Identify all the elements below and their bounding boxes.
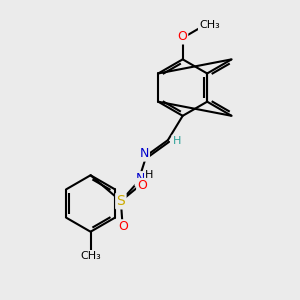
Text: O: O (118, 220, 128, 233)
Text: H: H (145, 170, 154, 180)
Text: S: S (116, 194, 125, 208)
Text: CH₃: CH₃ (199, 20, 220, 30)
Text: N: N (140, 147, 149, 161)
Text: O: O (137, 179, 147, 192)
Text: H: H (172, 136, 181, 146)
Text: N: N (136, 172, 145, 185)
Text: CH₃: CH₃ (80, 251, 101, 261)
Text: O: O (177, 30, 187, 43)
